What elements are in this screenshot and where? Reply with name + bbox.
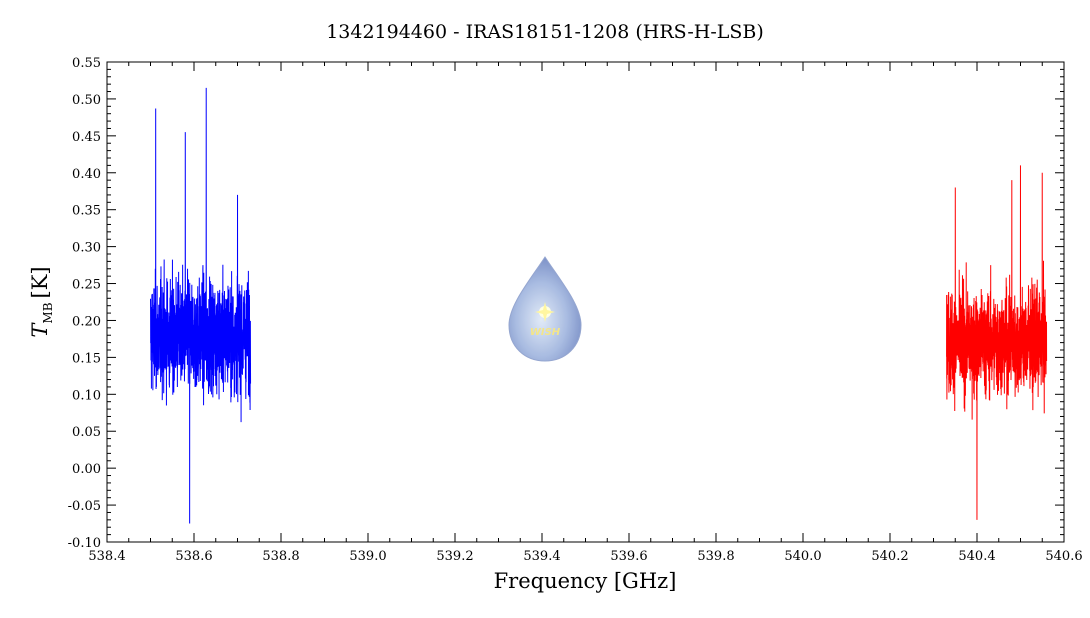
y-axis-label-sub: MB xyxy=(41,302,55,323)
x-tick-label: 538.8 xyxy=(262,549,299,564)
x-tick-label: 538.6 xyxy=(175,549,212,564)
spectrum-series-2 xyxy=(946,165,1048,520)
series-layer xyxy=(150,87,1048,524)
spectrum-series-1 xyxy=(150,87,252,524)
x-tick-label: 539.2 xyxy=(436,549,473,564)
wish-logo-text: WISH xyxy=(530,327,561,338)
y-tick-label: 0.15 xyxy=(72,351,101,366)
x-axis: 538.4 538.6 538.8 539.0 539.2 539.4 539.6 539.8… xyxy=(88,62,1083,564)
x-tick-label: 540.0 xyxy=(784,549,821,564)
x-tick-label: 540.6 xyxy=(1045,549,1082,564)
x-tick-label: 539.4 xyxy=(523,549,560,564)
plot-frame xyxy=(106,61,1065,543)
y-axis-label-main: T xyxy=(28,322,52,338)
x-axis-label: Frequency [GHz] xyxy=(494,569,677,593)
y-tick-label: 0.55 xyxy=(72,56,101,71)
y-tick-label: -0.05 xyxy=(68,499,101,514)
y-tick-label: 0.00 xyxy=(72,462,101,477)
y-tick-label: 0.20 xyxy=(72,314,101,329)
x-tick-label: 538.4 xyxy=(88,549,125,564)
star-icon xyxy=(535,302,555,322)
x-tick-label: 540.2 xyxy=(871,549,908,564)
y-axis-label-unit: [K] xyxy=(28,266,52,298)
y-tick-label: -0.10 xyxy=(68,536,101,551)
y-tick-label: 0.10 xyxy=(72,388,101,403)
wish-logo: WISH xyxy=(508,256,582,362)
y-tick-label: 0.40 xyxy=(72,167,101,182)
x-tick-label: 539.0 xyxy=(349,549,386,564)
x-tick-label: 539.6 xyxy=(610,549,647,564)
x-tick-label: 539.8 xyxy=(697,549,734,564)
y-axis-label: TMB [K] xyxy=(28,266,55,337)
y-tick-label: 0.25 xyxy=(72,278,101,293)
y-tick-label: 0.35 xyxy=(72,204,101,219)
y-tick-label: 0.45 xyxy=(72,130,101,145)
y-axis: -0.10 -0.05 0.00 0.05 0.10 0.15 0.20 0.25 0.30 0.… xyxy=(68,56,1064,551)
x-tick-label: 540.4 xyxy=(958,549,995,564)
chart-title: 1342194460 - IRAS18151-1208 (HRS-H-LSB) xyxy=(326,21,764,43)
y-tick-label: 0.50 xyxy=(72,93,101,108)
y-tick-label: 0.30 xyxy=(72,241,101,256)
y-tick-label: 0.05 xyxy=(72,425,101,440)
